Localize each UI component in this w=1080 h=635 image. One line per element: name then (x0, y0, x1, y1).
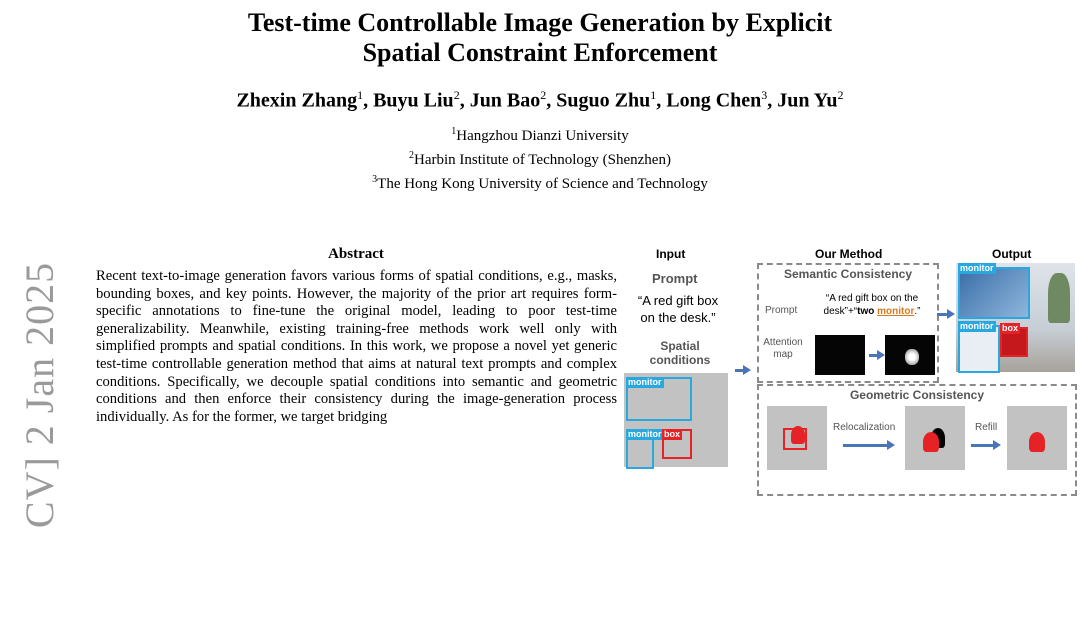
input-prompt: “A red gift box on the desk.” (628, 292, 728, 326)
author-name: Jun Bao (469, 89, 541, 112)
author-separator: , (656, 89, 667, 112)
geo-step-2 (905, 406, 965, 470)
geo-shape-3 (1029, 432, 1045, 452)
affiliation: 1Hangzhou Dianzi University (0, 122, 1080, 146)
spatial-conditions-heading: Spatial conditions (640, 339, 720, 367)
teaser-figure: Input Our Method Output Prompt “A red gi… (624, 247, 1077, 496)
title-line-2: Spatial Constraint Enforcement (362, 38, 718, 67)
attention-map-after (885, 335, 935, 375)
author-affiliation-mark: 1 (650, 88, 657, 102)
semantic-title: Semantic Consistency (783, 267, 913, 281)
paper-title: Test-time Controllable Image Generation … (0, 8, 1080, 68)
sem-prompt-line-2: desk”+“two monitor.” (809, 305, 935, 318)
spatial-condition-canvas: monitor monitor box (624, 373, 728, 469)
sem-prompt-text: “A red gift box on the desk”+“two monito… (809, 292, 935, 318)
author-name: Suguo Zhu (556, 89, 651, 112)
attention-label-line-2: map (773, 349, 793, 360)
output-monitor-2 (958, 325, 1000, 373)
author-affiliation-mark: 1 (357, 88, 364, 102)
author-affiliation-mark: 2 (837, 88, 844, 102)
output-plant (1048, 273, 1070, 323)
author-separator: , (767, 89, 778, 112)
author-separator: , (363, 89, 374, 112)
input-prompt-line-2: on the desk.” (640, 310, 716, 325)
author-separator: , (546, 89, 557, 112)
geo-shape-1 (791, 426, 805, 444)
sem-prompt-label: Prompt (765, 305, 798, 316)
relocalization-label: Relocalization (833, 422, 896, 433)
attention-label: Attention map (761, 337, 805, 361)
sem-prompt-monitor: monitor (877, 306, 915, 317)
author-affiliation-mark: 3 (761, 88, 768, 102)
abstract-heading: Abstract (328, 246, 384, 262)
semantic-to-output-arrow (937, 309, 955, 319)
spatial-heading-line-2: conditions (649, 353, 711, 367)
affiliation-name: Harbin Institute of Technology (Shenzhen… (414, 152, 671, 168)
author-separator: , (459, 89, 470, 112)
prompt-heading: Prompt (652, 271, 698, 286)
affiliation: 2Harbin Institute of Technology (Shenzhe… (0, 146, 1080, 170)
sem-prompt-line-1: “A red gift box on the (825, 293, 919, 304)
attention-arrow (869, 350, 885, 360)
abstract-text: Recent text-to-image generation favors v… (96, 268, 617, 425)
attention-map-before (815, 335, 865, 375)
sem-prompt-end: .” (914, 306, 921, 317)
output-image: monitor monitor box (956, 263, 1075, 373)
affiliation-list: 1Hangzhou Dianzi University 2Harbin Insti… (0, 122, 1080, 194)
refill-arrow (971, 440, 1001, 450)
monitor-label-1: monitor (626, 377, 664, 388)
author-affiliation-mark: 2 (540, 88, 547, 102)
output-monitor-label-2: monitor (958, 321, 996, 332)
geo-step-3 (1007, 406, 1067, 470)
sem-prompt-part: desk”+“ (823, 306, 858, 317)
semantic-consistency-panel: Semantic Consistency Prompt “A red gift … (757, 263, 939, 383)
affiliation-name: Hangzhou Dianzi University (456, 128, 629, 144)
author-affiliation-mark: 2 (453, 88, 460, 102)
relocalization-arrow (843, 440, 895, 450)
input-arrow (735, 365, 751, 375)
affiliation: 3The Hong Kong University of Science and… (0, 170, 1080, 194)
author-name: Long Chen (666, 89, 762, 112)
attention-label-line-1: Attention (763, 337, 803, 348)
method-column-heading: Our Method (815, 247, 883, 261)
affiliation-name: The Hong Kong University of Science and … (377, 176, 708, 192)
author-list: Zhexin Zhang1, Buyu Liu2, Jun Bao2, Sugu… (0, 88, 1080, 113)
affiliation-number: 3 (372, 174, 378, 185)
sem-prompt-two: two (857, 306, 875, 317)
spatial-heading-line-1: Spatial (660, 339, 700, 353)
geometric-consistency-panel: Geometric Consistency Relocalization Ref… (757, 384, 1077, 496)
affiliation-number: 1 (451, 126, 457, 137)
author-name: Buyu Liu (373, 89, 454, 112)
affiliation-number: 2 (409, 150, 415, 161)
author-name: Zhexin Zhang (236, 89, 358, 112)
output-monitor-1 (958, 267, 1030, 319)
geometric-title: Geometric Consistency (849, 388, 985, 402)
refill-label: Refill (975, 422, 998, 433)
monitor-label-2: monitor (626, 429, 664, 440)
input-column-heading: Input (656, 247, 686, 261)
author-name: Jun Yu (777, 89, 838, 112)
geo-shape-2 (923, 432, 939, 452)
attention-blob (905, 349, 919, 365)
geo-step-1 (767, 406, 827, 470)
output-column-heading: Output (992, 247, 1032, 261)
title-line-1: Test-time Controllable Image Generation … (247, 8, 833, 37)
output-box-label: box (1000, 323, 1021, 334)
output-monitor-label-1: monitor (958, 263, 996, 274)
input-prompt-line-1: “A red gift box (637, 293, 719, 308)
box-label: box (662, 429, 683, 440)
